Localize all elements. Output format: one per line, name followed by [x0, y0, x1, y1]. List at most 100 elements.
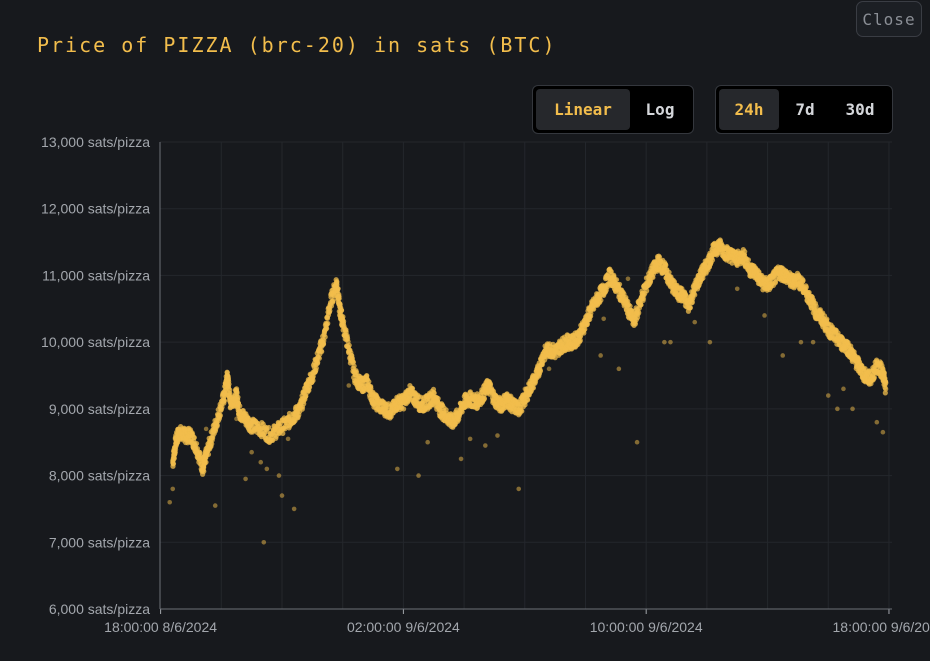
x-tick-label: 18:00:00 8/6/2024 [104, 619, 217, 635]
range-7d-button[interactable]: 7d [795, 100, 815, 119]
price-outlier-point [425, 439, 430, 445]
price-outlier-point [249, 449, 254, 455]
price-outlier-point [762, 313, 767, 318]
price-point [203, 459, 209, 465]
price-outlier-point [234, 416, 239, 422]
price-point [883, 380, 889, 386]
price-point [219, 404, 225, 410]
price-point [530, 385, 537, 391]
price-point [666, 269, 672, 275]
price-outlier-point [880, 429, 886, 435]
price-outlier-point [850, 406, 855, 412]
price-outlier-point [625, 276, 631, 282]
scale-toggle: Linear Log [532, 85, 694, 134]
price-outlier-point [825, 393, 831, 398]
chart-points [167, 237, 889, 545]
price-point [588, 310, 594, 316]
price-point [341, 318, 347, 324]
price-point [336, 295, 342, 302]
price-point [201, 468, 207, 474]
price-point [636, 310, 642, 316]
price-outlier-point [810, 339, 816, 345]
price-outlier-point [291, 506, 297, 512]
y-tick-label: 10,000 sats/pizza [41, 334, 150, 350]
price-point [226, 381, 232, 387]
scale-log-button[interactable]: Log [645, 100, 675, 119]
price-outlier-point [495, 433, 500, 438]
price-point [266, 424, 272, 431]
price-outlier-point [170, 486, 176, 492]
price-point [431, 390, 437, 396]
y-tick-label: 12,000 sats/pizza [41, 201, 150, 217]
price-outlier-point [780, 353, 786, 358]
price-point [280, 430, 286, 436]
y-tick-label: 11,000 sats/pizza [42, 267, 150, 283]
price-point [316, 355, 322, 361]
x-tick-label: 10:00:00 9/6/2024 [590, 619, 703, 635]
price-outlier-point [668, 339, 673, 345]
price-point [800, 278, 806, 284]
price-point [353, 369, 360, 375]
price-point [577, 337, 583, 344]
price-point [323, 325, 330, 332]
price-outlier-point [774, 266, 779, 272]
price-point [338, 307, 345, 313]
price-outlier-point [364, 376, 370, 382]
range-24h-button[interactable]: 24h [719, 89, 779, 130]
price-point [191, 435, 197, 441]
price-point [813, 303, 819, 309]
price-point [330, 298, 336, 304]
scale-linear-button[interactable]: Linear [536, 89, 630, 130]
price-point [205, 451, 212, 458]
price-point [221, 398, 227, 404]
price-outlier-point [874, 419, 880, 425]
y-tick-label: 8,000 sats/pizza [49, 468, 150, 484]
price-point [537, 368, 544, 374]
price-outlier-point [483, 443, 488, 448]
price-outlier-point [346, 383, 352, 388]
price-outlier-point [522, 386, 528, 392]
range-30d-button[interactable]: 30d [845, 100, 875, 119]
price-point [286, 410, 293, 417]
price-outlier-point [261, 539, 267, 545]
price-outlier-point [662, 339, 667, 345]
price-outlier-point [167, 499, 173, 505]
chart-tick-labels: 13,000 sats/pizza 12,000 sats/pizza 11,000… [41, 134, 930, 635]
chart-axes [159, 142, 892, 614]
price-outlier-point [395, 466, 400, 472]
price-chart-svg: 13,000 sats/pizza 12,000 sats/pizza 11,000… [41, 134, 930, 635]
price-point [310, 377, 316, 384]
price-point [401, 406, 407, 412]
price-point [524, 397, 531, 403]
price-point [709, 257, 716, 263]
price-point [351, 363, 357, 369]
price-point [334, 281, 340, 288]
price-point [481, 395, 487, 402]
price-outlier-point [203, 426, 209, 432]
price-point [322, 334, 328, 340]
price-point [742, 249, 748, 255]
price-point [882, 390, 888, 396]
price-point [235, 394, 241, 400]
price-point [214, 422, 220, 428]
price-point [335, 286, 341, 292]
price-point [217, 412, 223, 419]
close-button[interactable]: Close [856, 1, 922, 37]
price-point [459, 409, 465, 415]
price-point [745, 257, 752, 263]
price-outlier-point [264, 466, 270, 472]
price-point [315, 359, 321, 366]
price-point [193, 440, 200, 447]
price-point [435, 395, 441, 402]
x-tick-label: 02:00:00 9/6/2024 [347, 619, 460, 635]
price-point [319, 349, 325, 355]
price-point [197, 449, 203, 456]
price-outlier-point [798, 339, 804, 345]
price-point [346, 342, 352, 348]
price-point [301, 401, 307, 407]
price-point [170, 461, 177, 467]
y-tick-label: 7,000 sats/pizza [49, 534, 150, 550]
x-tick-label: 18:00:00 9/6/2024 [833, 619, 930, 635]
price-point [627, 303, 633, 309]
price-point [325, 320, 331, 326]
